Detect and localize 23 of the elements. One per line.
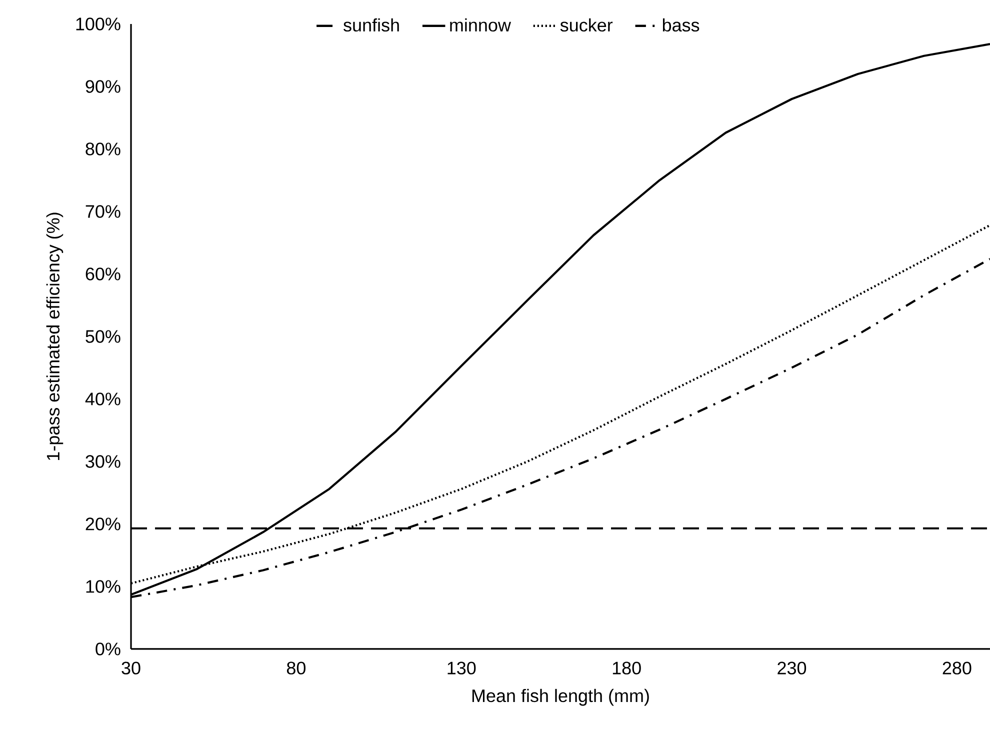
legend-label: sucker [560, 18, 613, 32]
y-tick-label: 20% [86, 518, 120, 530]
y-tick-label: 100% [76, 18, 120, 30]
y-tick-label: 0% [96, 642, 120, 656]
y-tick-label: 30% [86, 455, 120, 468]
legend-label: bass [662, 18, 700, 32]
x-tick-label: 230 [778, 662, 806, 674]
x-tick-label: 180 [612, 662, 641, 674]
y-axis-title: 1-pass estimated efficiency (%) [46, 212, 64, 460]
y-tick-label: 50% [86, 330, 120, 343]
legend-label: minnow [450, 18, 512, 32]
y-tick-label: 80% [86, 142, 120, 156]
x-tick-label: 130 [448, 662, 476, 674]
y-tick-label: 10% [86, 580, 120, 593]
legend-label: sunfish [344, 18, 399, 32]
x-tick-label: 30 [122, 662, 140, 674]
y-tick-label: 70% [86, 205, 120, 218]
y-tick-label: 90% [86, 80, 120, 93]
x-tick-label: 280 [942, 662, 972, 674]
x-axis-title: Mean fish length (mm) [472, 688, 649, 706]
y-tick-label: 40% [85, 392, 120, 406]
y-tick-label: 60% [86, 268, 120, 280]
x-tick-label: 80 [286, 662, 306, 674]
